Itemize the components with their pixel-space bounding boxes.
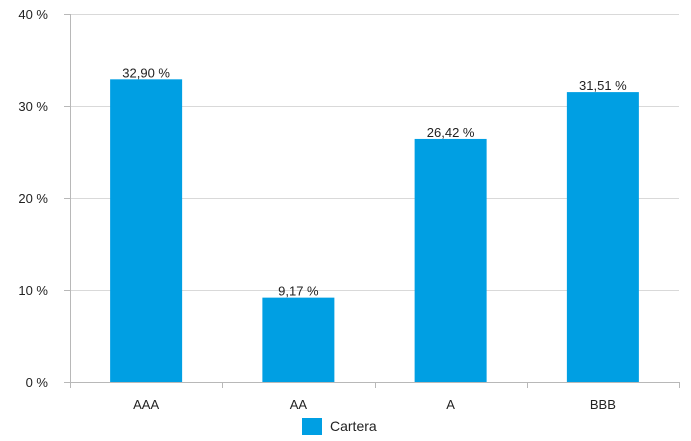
- legend-swatch-cartera: [302, 418, 322, 435]
- x-tick-label: BBB: [590, 397, 616, 412]
- bar-series-cartera: [110, 79, 639, 382]
- data-label-a: 26,42 %: [427, 125, 475, 140]
- legend-label-cartera: Cartera: [330, 418, 377, 434]
- data-labels: 32,90 % 9,17 % 26,42 % 31,51 %: [122, 65, 627, 298]
- bar-a: [414, 138, 487, 382]
- y-tick-label: 10 %: [18, 283, 48, 298]
- legend[interactable]: Cartera: [302, 418, 377, 435]
- bar-bbb: [566, 92, 639, 382]
- y-tick-label: 20 %: [18, 191, 48, 206]
- data-label-aaa: 32,90 %: [122, 65, 170, 80]
- x-tick-label: AA: [290, 397, 308, 412]
- y-tick-label: 30 %: [18, 99, 48, 114]
- y-tick-label: 40 %: [18, 7, 48, 22]
- y-axis: 0 % 10 % 20 % 30 % 40 %: [18, 7, 71, 390]
- x-axis: AAA AA A BBB: [70, 382, 680, 412]
- x-tick-label: AAA: [133, 397, 159, 412]
- bar-aa: [262, 297, 335, 382]
- y-tick-label: 0 %: [26, 375, 49, 390]
- data-label-bbb: 31,51 %: [579, 78, 627, 93]
- data-label-aa: 9,17 %: [278, 284, 319, 299]
- bar-aaa: [110, 79, 183, 382]
- x-tick-label: A: [446, 397, 455, 412]
